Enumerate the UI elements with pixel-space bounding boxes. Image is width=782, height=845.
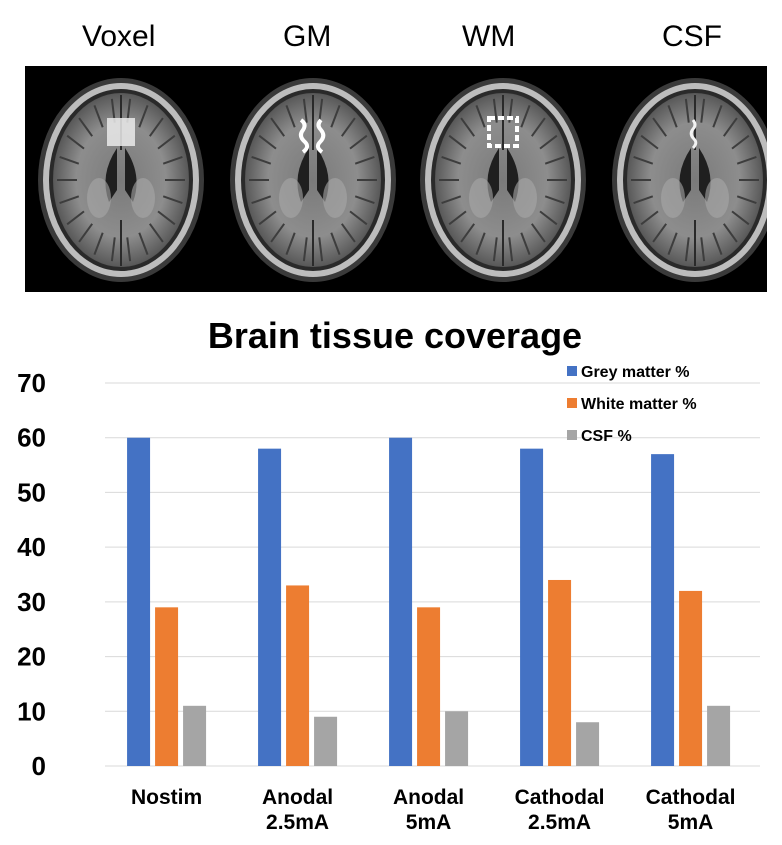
bar bbox=[520, 448, 544, 766]
legend: Grey matter % White matter % CSF % bbox=[567, 364, 697, 445]
y-tick-label: 40 bbox=[17, 532, 46, 562]
x-category-label: 5mA bbox=[668, 811, 714, 834]
bar bbox=[679, 590, 703, 766]
bar bbox=[127, 437, 151, 766]
bar bbox=[707, 705, 731, 766]
x-category-label: 5mA bbox=[406, 811, 452, 834]
voxel-overlay bbox=[298, 118, 326, 154]
legend-label: Grey matter % bbox=[581, 364, 690, 381]
bar bbox=[286, 585, 310, 766]
bar bbox=[389, 437, 413, 766]
legend-swatch bbox=[567, 398, 577, 408]
y-tick-label: 0 bbox=[32, 751, 46, 781]
bar-chart: Brain tissue coverage 0 10 20 30 40 50 60 70 No… bbox=[17, 315, 760, 834]
bar bbox=[445, 711, 469, 766]
mri-brain-slice bbox=[612, 78, 778, 282]
x-category-label: 2.5mA bbox=[528, 811, 591, 834]
y-axis-ticks: 0 10 20 30 40 50 60 70 bbox=[17, 368, 46, 781]
x-category-label: Anodal bbox=[262, 786, 333, 809]
y-tick-label: 60 bbox=[17, 423, 46, 453]
mri-image-strip bbox=[25, 66, 778, 292]
bar bbox=[314, 716, 338, 766]
x-category-label: 2.5mA bbox=[266, 811, 329, 834]
panel-label-csf: CSF bbox=[662, 20, 722, 53]
mri-images bbox=[38, 78, 778, 282]
legend-swatch bbox=[567, 366, 577, 376]
y-tick-label: 50 bbox=[17, 477, 46, 507]
bar bbox=[258, 448, 282, 766]
panel-label-wm: WM bbox=[462, 20, 516, 53]
voxel-overlay bbox=[689, 119, 698, 150]
x-category-label: Nostim bbox=[131, 786, 202, 809]
legend-label: CSF % bbox=[581, 428, 632, 445]
bar bbox=[155, 607, 179, 766]
bar bbox=[417, 607, 441, 766]
legend-label: White matter % bbox=[581, 396, 697, 413]
bar bbox=[548, 579, 572, 766]
x-category-label: Anodal bbox=[393, 786, 464, 809]
bars bbox=[127, 437, 731, 766]
mri-brain-slice bbox=[420, 78, 586, 282]
panel-label-voxel: Voxel bbox=[82, 20, 156, 53]
x-axis-categories: Nostim Anodal2.5mAAnodal5mACathodal2.5mAC… bbox=[131, 786, 736, 834]
bar bbox=[183, 705, 207, 766]
y-tick-label: 30 bbox=[17, 587, 46, 617]
mri-brain-slice bbox=[38, 78, 204, 282]
mri-brain-slice bbox=[230, 78, 396, 282]
voxel-overlay bbox=[107, 118, 135, 146]
y-tick-label: 70 bbox=[17, 368, 46, 398]
chart-title: Brain tissue coverage bbox=[208, 315, 582, 356]
y-tick-label: 10 bbox=[17, 696, 46, 726]
bar bbox=[651, 454, 675, 766]
x-category-label: Cathodal bbox=[515, 786, 605, 809]
panel-label-gm: GM bbox=[283, 20, 332, 53]
bar bbox=[576, 722, 600, 766]
panel-labels: Voxel GM WM CSF bbox=[0, 0, 782, 66]
x-category-label: Cathodal bbox=[646, 786, 736, 809]
voxel-overlay bbox=[487, 116, 519, 148]
y-tick-label: 20 bbox=[17, 642, 46, 672]
legend-swatch bbox=[567, 430, 577, 440]
